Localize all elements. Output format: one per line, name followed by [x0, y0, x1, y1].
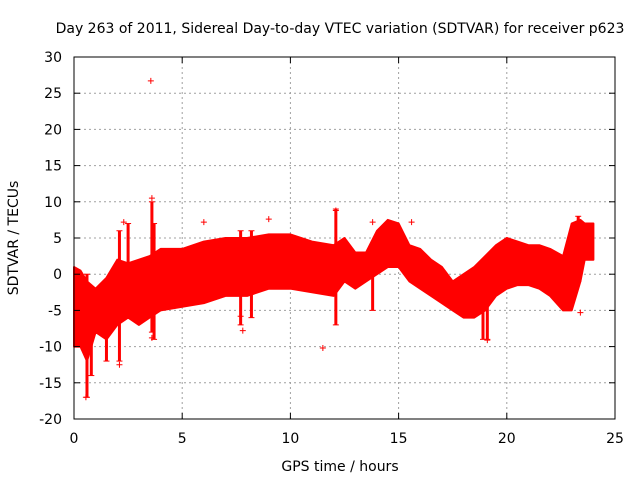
- data-point: [332, 207, 339, 214]
- data-point: [237, 313, 244, 320]
- data-point: [577, 309, 584, 316]
- x-tick-label: 15: [390, 431, 408, 447]
- x-tick-label: 10: [281, 431, 299, 447]
- data-point: [369, 219, 376, 226]
- data-point: [82, 394, 89, 401]
- y-tick-label: 30: [44, 50, 62, 66]
- y-tick-label: 5: [53, 231, 62, 247]
- y-tick-label: -15: [39, 376, 62, 392]
- data-band: [73, 218, 595, 363]
- y-tick-label: 10: [44, 195, 62, 211]
- data-point: [319, 345, 326, 352]
- data-point: [116, 361, 123, 368]
- y-tick-label: 20: [44, 122, 62, 138]
- y-tick-label: -5: [48, 303, 62, 319]
- x-tick-label: 25: [606, 431, 624, 447]
- x-axis-label: GPS time / hours: [281, 459, 398, 475]
- data-point: [200, 219, 207, 226]
- x-tick-label: 0: [70, 431, 79, 447]
- y-tick-label: 25: [44, 86, 62, 102]
- y-tick-label: 0: [53, 267, 62, 283]
- data-point: [147, 77, 154, 84]
- chart-title: Day 263 of 2011, Sidereal Day-to-day VTE…: [56, 21, 625, 37]
- y-tick-label: -20: [39, 412, 62, 428]
- x-tick-label: 5: [178, 431, 187, 447]
- y-tick-label: 15: [44, 159, 62, 175]
- data-point: [148, 334, 155, 341]
- axis-ticks: 0 5 10 15 20 25 -20 -15 -10 -5 0 5 10 15 20 25 30: [39, 50, 624, 447]
- data-series: [73, 77, 595, 401]
- data-point: [265, 216, 272, 223]
- data-point: [408, 219, 415, 226]
- data-point: [120, 219, 127, 226]
- data-point: [148, 195, 155, 202]
- y-axis-label: SDTVAR / TECUs: [6, 181, 22, 296]
- data-point: [484, 337, 491, 344]
- y-tick-label: -10: [39, 340, 62, 356]
- data-point: [239, 327, 246, 334]
- x-tick-label: 20: [498, 431, 516, 447]
